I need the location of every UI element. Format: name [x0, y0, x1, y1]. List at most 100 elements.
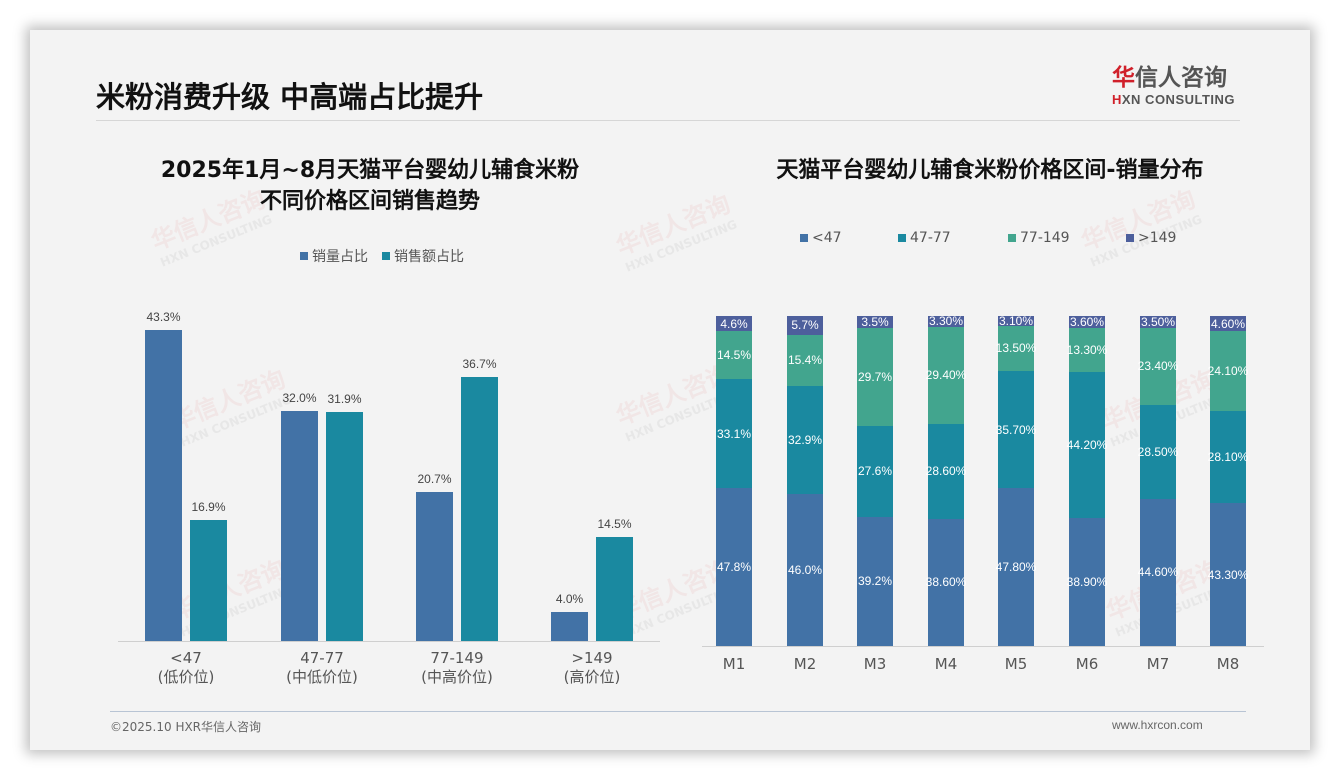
stacked-bar: 47.8% 33.1% 14.5% 4.6%: [716, 316, 752, 646]
bar-segment: 13.50%: [995, 326, 1037, 371]
bar-segment: 3.60%: [1069, 315, 1105, 329]
bar-segment: 43.30%: [1208, 503, 1248, 646]
watermark-en: HXN CONSULTING: [158, 212, 275, 270]
data-label: 20.7%: [417, 472, 452, 487]
segment-label: 23.40%: [1137, 359, 1179, 374]
data-label: 16.9%: [191, 499, 226, 514]
footer-copyright: ©2025.10 HXR华信人咨询: [110, 720, 262, 734]
x-axis-label: M5: [1004, 655, 1028, 673]
stacked-bar: 38.90% 44.20% 13.30% 3.60%: [1066, 315, 1108, 646]
x-axis-label: M6: [1075, 655, 1099, 673]
data-label: 4.0%: [555, 592, 584, 607]
bar-segment: 47.80%: [995, 488, 1037, 646]
right-chart-legend: <47 47-77 77-149 >149: [800, 230, 1176, 246]
segment-label: 33.1%: [716, 426, 752, 441]
category-label: >149: [571, 649, 613, 667]
segment-label: 38.60%: [925, 575, 967, 590]
data-label: 36.7%: [462, 357, 497, 372]
bar-segment: 39.2%: [857, 516, 893, 646]
bar-volume: [145, 330, 182, 641]
segment-label: 29.7%: [857, 369, 893, 384]
bar-segment: 5.7%: [787, 316, 823, 335]
data-label: 14.5%: [597, 516, 632, 531]
category-label: 47-77: [300, 649, 344, 667]
category-label: 77-149: [430, 649, 484, 667]
stacked-bar: 46.0% 32.9% 15.4% 5.7%: [787, 316, 823, 646]
segment-label: 3.5%: [861, 314, 889, 329]
x-axis-label: >149 (高价位): [531, 649, 653, 687]
bar-segment: 33.1%: [716, 379, 752, 489]
category-sublabel: (低价位): [157, 668, 215, 686]
stacked-bar: 47.80% 35.70% 13.50% 3.10%: [995, 314, 1037, 646]
title-divider: [96, 120, 1240, 121]
bar-segment: 35.70%: [996, 370, 1036, 489]
bar-revenue: [596, 536, 633, 641]
segment-label: 29.40%: [925, 368, 967, 383]
bar-segment: 13.30%: [1067, 327, 1107, 372]
bar-segment: 47.8%: [716, 488, 752, 646]
watermark-en: HXN CONSULTING: [623, 217, 740, 275]
segment-label: 3.30%: [928, 314, 964, 329]
segment-label: 32.9%: [787, 432, 823, 447]
stacked-bar: 38.60% 28.60% 29.40% 3.30%: [925, 314, 967, 646]
footer-url[interactable]: www.hxrcon.com: [1112, 718, 1203, 732]
bar-segment: 44.60%: [1138, 498, 1178, 646]
x-axis-label: 47-77 (中低价位): [261, 649, 383, 687]
page-title: 米粉消费升级 中高端占比提升: [96, 80, 484, 114]
right-chart-title: 天猫平台婴幼儿辅食米粉价格区间-销量分布: [776, 158, 1204, 183]
segment-label: 4.6%: [720, 316, 748, 331]
x-axis-label: 77-149 (中高价位): [396, 649, 518, 687]
segment-label: 44.20%: [1066, 437, 1108, 452]
segment-label: 13.50%: [995, 341, 1037, 356]
segment-label: 14.5%: [716, 348, 752, 363]
legend-item-47-77: 47-77: [898, 230, 1008, 246]
bar-segment: 32.9%: [787, 385, 823, 495]
bar-segment: 4.6%: [716, 316, 752, 332]
legend-item-revenue: 销售额占比: [382, 246, 464, 266]
segment-label: 3.50%: [1140, 314, 1176, 329]
bar-segment: 15.4%: [787, 334, 823, 386]
segment-label: 38.90%: [1066, 574, 1108, 589]
x-axis-label: M3: [863, 655, 887, 673]
data-label: 32.0%: [282, 391, 317, 406]
bar-segment: 14.5%: [716, 331, 752, 380]
bar-revenue: [190, 519, 227, 641]
bar-segment: 29.7%: [857, 327, 893, 426]
bar-segment: 29.40%: [925, 326, 967, 425]
bar-segment: 28.50%: [1137, 404, 1179, 499]
bar-volume: [281, 411, 318, 641]
bar-segment: 28.60%: [926, 424, 966, 519]
legend-item-volume: 销量占比: [300, 246, 368, 266]
segment-label: 28.50%: [1137, 444, 1179, 459]
category-sublabel: (高价位): [563, 668, 621, 686]
bar-segment: 44.20%: [1066, 371, 1108, 518]
left-chart-legend: 销量占比 销售额占比: [300, 246, 464, 266]
segment-label: 15.4%: [787, 353, 823, 368]
x-axis-label: M2: [793, 655, 817, 673]
legend-item-lt47: <47: [800, 230, 898, 246]
bar-segment: 3.5%: [857, 314, 893, 329]
legend-swatch: [300, 252, 308, 260]
segment-label: 3.10%: [998, 314, 1034, 329]
bar-segment: 28.10%: [1208, 410, 1248, 504]
legend-swatch: [382, 252, 390, 260]
category-sublabel: (中高价位): [421, 668, 493, 686]
bar-segment: 4.60%: [1210, 316, 1246, 332]
bar-segment: 38.60%: [925, 518, 967, 646]
bar-segment: 23.40%: [1137, 327, 1179, 405]
segment-label: 39.2%: [857, 574, 893, 589]
segment-label: 4.60%: [1210, 316, 1246, 331]
bar-volume: [551, 612, 588, 641]
watermark-cn: 华信人咨询: [167, 554, 290, 626]
x-axis-label: M8: [1216, 655, 1240, 673]
x-axis-label: <47 (低价位): [125, 649, 247, 687]
x-axis-line: [118, 641, 660, 642]
x-axis-label: M1: [722, 655, 746, 673]
company-logo: 华信人咨询 HXN CONSULTING: [1112, 64, 1242, 108]
logo-english: HXN CONSULTING: [1112, 92, 1236, 107]
legend-item-gt149: >149: [1126, 230, 1176, 246]
segment-label: 47.80%: [995, 560, 1037, 575]
bar-segment: 27.6%: [857, 425, 893, 517]
data-label: 31.9%: [327, 391, 362, 406]
segment-label: 46.0%: [787, 563, 823, 578]
